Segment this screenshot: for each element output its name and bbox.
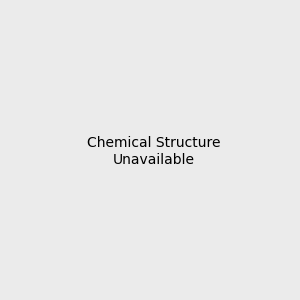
Text: Chemical Structure
Unavailable: Chemical Structure Unavailable bbox=[87, 136, 220, 166]
